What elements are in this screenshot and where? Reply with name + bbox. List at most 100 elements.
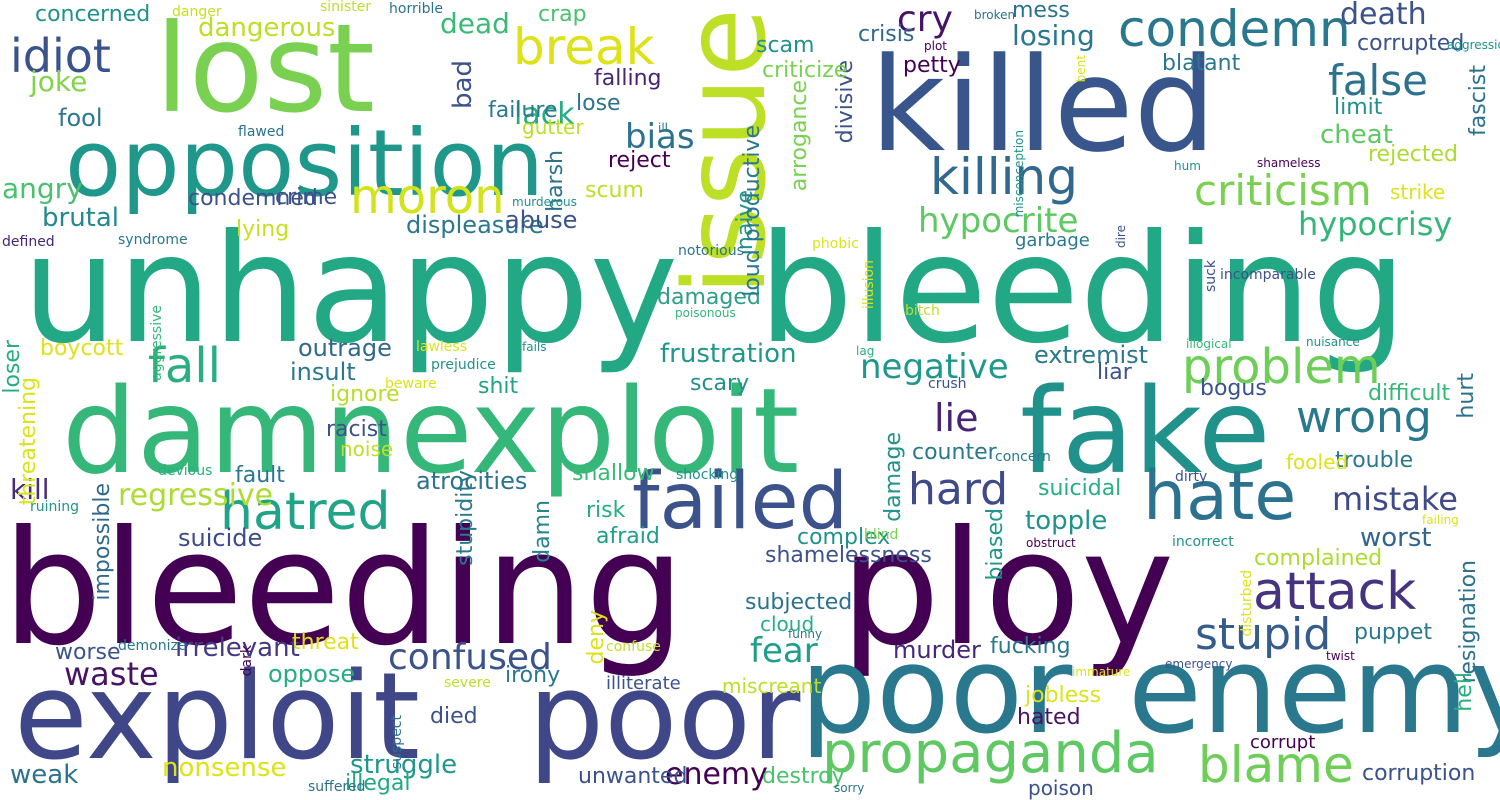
word-cloud-word: cry [897,0,953,40]
word-cloud-word: scary [690,371,750,396]
word-cloud-word: severe [444,675,491,691]
word-cloud-word: demonize [118,638,187,654]
word-cloud-word: hated [1017,705,1081,730]
word-cloud-word: concern [995,449,1051,465]
word-cloud-word: beware [385,376,437,392]
word-cloud-word: false [1328,56,1428,105]
word-cloud-word: displeasure [406,211,544,239]
word-cloud-word: fascist [1466,65,1491,136]
word-cloud-word: immature [1072,665,1131,679]
word-cloud-word: hypocrite [918,201,1079,241]
word-cloud-word: damaged [657,285,761,310]
word-cloud-word: blatant [1162,51,1241,76]
word-cloud-word: suffered [308,779,366,795]
word-cloud-word: trouble [1335,448,1414,473]
word-cloud-word: shocking [676,467,739,483]
word-cloud-word: corrupt [1250,732,1316,753]
word-cloud-word: fake [1020,362,1271,500]
word-cloud-word: cloud [760,612,815,636]
word-cloud-word: arrogance [787,80,812,192]
word-cloud-word: incorrect [1172,534,1234,550]
word-cloud-word: bad [448,60,478,109]
word-cloud-word: damn [62,362,399,500]
word-cloud-word: concerned [35,2,151,27]
word-cloud-word: unwanted [578,764,688,789]
word-cloud-word: aggressive [149,305,165,381]
word-cloud-word: nuisance [1306,335,1360,349]
word-cloud-word: crap [538,2,587,27]
word-cloud-word: defined [2,234,55,250]
word-cloud-word: propaganda [822,721,1159,786]
word-cloud-word: murderous [512,195,577,209]
word-cloud-word: emergency [1165,657,1233,671]
word-cloud-word: mess [1012,0,1070,23]
word-cloud-word: damage [881,432,906,522]
word-cloud-word: suicide [178,524,263,552]
word-cloud-word: frustration [660,339,797,369]
word-cloud-word: ploy [840,497,1175,681]
word-cloud-word: risk [586,498,626,523]
word-cloud-word: bogus [1200,376,1267,401]
word-cloud-word: racist [326,417,387,442]
word-cloud-word: misconception [1012,130,1026,218]
word-cloud-word: hate [1143,457,1297,536]
word-cloud-word: aggression [1447,38,1500,52]
word-cloud-word: brutal [42,203,120,233]
word-cloud-word: noise [340,437,394,461]
word-cloud-word: enemy [665,757,768,792]
word-cloud-word: abuse [505,206,578,234]
word-cloud-word: idiot [10,29,111,83]
word-cloud-word: biased [983,508,1008,581]
word-cloud-word: twist [1326,649,1355,663]
word-cloud-word: weak [10,760,79,790]
word-cloud-word: unhappy [22,203,679,377]
word-cloud-word: poor [800,622,1073,761]
word-cloud-word: waste [64,655,159,693]
word-cloud-word: complained [1254,546,1383,571]
word-cloud-word: poor [528,648,801,787]
word-cloud-word: topple [1025,506,1108,536]
word-cloud-word: failure [488,98,558,123]
word-cloud-word: shameless [1257,156,1321,170]
word-cloud-word: sinister [320,0,372,15]
word-cloud-word: failing [1422,513,1459,527]
word-cloud-word: break [513,18,655,76]
word-cloud-word: scam [756,33,815,58]
word-cloud-word: fool [58,104,103,132]
word-cloud-word: illusion [861,260,877,310]
word-cloud-word: joke [30,65,88,98]
word-cloud-word: deny [584,610,609,665]
word-cloud-word: ruining [30,499,80,515]
word-cloud-word: disturbed [1239,570,1255,637]
word-cloud-word: illogical [1186,337,1232,351]
word-cloud-word: afraid [596,524,660,549]
word-cloud-word: murder [893,636,981,664]
word-cloud-word: bias [625,117,695,157]
word-cloud-word: criticism [1194,166,1372,215]
word-cloud-word: blind [864,527,899,543]
word-cloud-word: hard [908,464,1009,515]
word-cloud-word: ill [658,121,669,135]
word-cloud-word: oppose [268,660,356,688]
word-cloud-word: scum [585,178,644,203]
word-cloud-word: threat [292,630,359,655]
word-cloud-word: boycott [40,336,124,361]
word-cloud-word: funny [788,627,823,641]
word-cloud-word: extremist [1034,341,1149,369]
word-cloud-word: resignation [1456,560,1481,684]
word-cloud-word: lie [934,396,979,440]
word-cloud-word: condemn [1118,0,1351,58]
word-cloud-word: syndrome [118,232,188,248]
word-cloud-word: jobless [1025,683,1102,708]
word-cloud-word: petty [903,53,961,78]
word-cloud-word: flawed [238,124,285,140]
word-cloud-word: gutter [522,115,584,139]
word-cloud-word: plot [924,39,947,53]
word-cloud-word: blame [1198,736,1354,794]
word-cloud-word: illegal [345,771,411,796]
word-cloud-word: loud productive [740,125,765,297]
word-cloud-word: bent [1074,55,1088,83]
word-cloud-word: criticize [762,58,848,83]
word-cloud-word: phobic [812,236,859,252]
word-cloud-word: suck [1203,260,1219,292]
